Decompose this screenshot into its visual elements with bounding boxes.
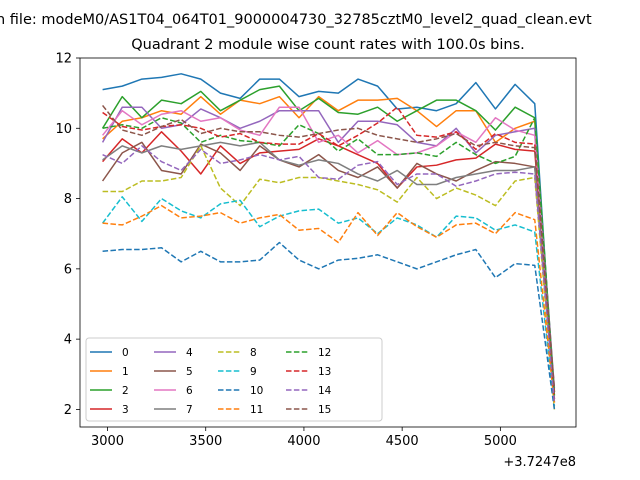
y-tick-label: 2 [64, 403, 72, 418]
legend-label-7: 7 [186, 404, 193, 416]
y-tick-label: 12 [55, 52, 72, 67]
y-tick-label: 4 [64, 333, 72, 348]
series-line-13 [102, 106, 556, 399]
legend-label-4: 4 [186, 347, 193, 359]
legend-label-8: 8 [250, 347, 257, 359]
plot-area [101, 73, 556, 410]
chart-title: Quadrant 2 module wise count rates with … [131, 37, 525, 53]
series-line-12 [102, 116, 556, 396]
y-tick-label: 8 [64, 192, 72, 207]
legend-label-9: 9 [250, 366, 257, 378]
legend-label-15: 15 [318, 404, 331, 416]
legend-label-10: 10 [250, 385, 263, 397]
y-tick-label: 6 [64, 262, 72, 277]
legend-label-0: 0 [122, 347, 129, 359]
legend-label-14: 14 [318, 385, 332, 397]
legend-label-3: 3 [122, 404, 129, 416]
x-tick-label: 5000 [484, 434, 517, 449]
legend-label-13: 13 [318, 366, 331, 378]
series-line-1 [102, 95, 556, 396]
legend-label-11: 11 [250, 404, 263, 416]
legend-label-6: 6 [186, 385, 193, 397]
x-axis: 3000 3500 4000 4500 5000 [91, 427, 517, 449]
series-line-11 [102, 204, 556, 403]
series-line-15 [102, 104, 556, 389]
x-offset-label: +3.7247e8 [503, 455, 576, 470]
y-tick-label: 10 [55, 122, 72, 137]
series-line-2 [101, 85, 556, 392]
series-line-14 [102, 145, 556, 403]
legend-label-2: 2 [122, 385, 129, 397]
series-line-7 [102, 141, 556, 399]
legend-label-1: 1 [122, 366, 129, 378]
x-tick-label: 3000 [91, 434, 124, 449]
series-line-9 [101, 196, 556, 406]
legend-label-12: 12 [318, 347, 331, 359]
x-tick-label: 4000 [287, 434, 320, 449]
legend-label-5: 5 [186, 366, 193, 378]
series-line-6 [102, 106, 556, 403]
series-line-0 [102, 73, 556, 403]
y-axis: 2 4 6 8 10 12 [55, 52, 80, 418]
figure-suptitle: n file: modeM0/AS1T04_064T01_9000004730_… [0, 12, 592, 28]
x-tick-label: 3500 [189, 434, 222, 449]
series-line-5 [101, 141, 556, 392]
axes-frame [79, 57, 577, 428]
series-line-8 [102, 145, 556, 410]
x-tick-label: 4500 [386, 434, 419, 449]
legend-box [85, 337, 383, 422]
series-line-10 [102, 241, 556, 410]
